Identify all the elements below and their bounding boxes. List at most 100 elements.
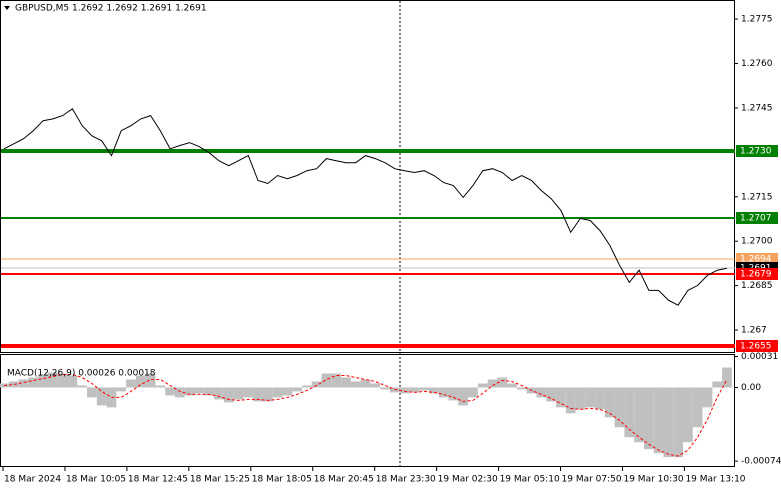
macd-bar xyxy=(438,387,449,398)
macd-bar xyxy=(223,387,234,403)
macd-bar xyxy=(399,387,410,394)
signal-line xyxy=(3,374,728,457)
level-label-box xyxy=(736,268,778,280)
x-tick-label: 19 Mar 05:10 xyxy=(500,475,560,485)
macd-bar xyxy=(614,387,625,428)
macd-bar xyxy=(214,387,224,400)
macd-bar xyxy=(282,387,293,396)
macd-bar xyxy=(673,387,684,458)
macd-bar xyxy=(497,377,508,388)
level-label-box xyxy=(736,340,778,352)
macd-bar xyxy=(47,372,58,388)
price-line xyxy=(3,108,728,306)
macd-bar xyxy=(604,387,615,418)
macd-bar xyxy=(272,387,283,398)
chart-title: GBPUSD,M5 1.2692 1.2692 1.2691 1.2691 xyxy=(15,4,207,14)
x-tick-label: 18 Mar 20:45 xyxy=(314,475,374,485)
price-panel-frame xyxy=(0,0,735,353)
level-label: 1.2694 xyxy=(740,255,772,265)
x-tick-label: 18 Mar 18:05 xyxy=(252,475,312,485)
macd-bar xyxy=(311,381,322,388)
macd-bar xyxy=(8,381,19,388)
macd-bar xyxy=(57,373,68,388)
x-tick-label: 19 Mar 02:30 xyxy=(438,475,498,485)
y-tick-label: 0.00031 xyxy=(741,352,778,362)
macd-bar xyxy=(712,381,723,388)
macd-bar xyxy=(301,385,312,388)
macd-bar xyxy=(233,387,244,400)
macd-panel-frame xyxy=(0,354,735,467)
x-tick-label: 19 Mar 13:10 xyxy=(685,475,745,485)
macd-bar xyxy=(350,381,361,388)
macd-bar xyxy=(702,387,713,408)
x-tick-label: 19 Mar 07:50 xyxy=(562,475,622,485)
y-tick-label: 1.2700 xyxy=(741,237,773,247)
macd-bar xyxy=(126,379,136,388)
y-tick-label: 1.2775 xyxy=(741,15,773,25)
y-tick-label: 1.2685 xyxy=(741,281,773,291)
macd-bar xyxy=(360,379,371,388)
menu-triangle xyxy=(4,6,10,10)
macd-bar xyxy=(184,387,195,396)
macd-bar xyxy=(135,375,146,388)
macd-bar xyxy=(663,387,674,458)
macd-bar xyxy=(116,387,127,392)
macd-bar xyxy=(565,387,576,414)
x-tick-label: 18 Mar 2024 xyxy=(4,475,61,485)
x-tick-label: 18 Mar 10:05 xyxy=(66,475,126,485)
macd-bar xyxy=(692,387,703,428)
macd-bar xyxy=(380,387,390,390)
x-tick-label: 19 Mar 10:30 xyxy=(623,475,683,485)
macd-bar xyxy=(18,379,29,388)
macd-bar xyxy=(28,377,39,388)
level-label: 1.2707 xyxy=(740,214,772,224)
macd-bar xyxy=(477,383,488,388)
macd-title: MACD(12,26,9) 0.00026 0.00018 xyxy=(7,369,156,379)
macd-bar xyxy=(204,387,215,396)
macd-bar xyxy=(194,387,205,394)
macd-bar xyxy=(321,373,332,388)
macd-bar xyxy=(419,387,430,391)
x-tick-label: 18 Mar 15:25 xyxy=(190,475,250,485)
y-tick-label: 1.267 xyxy=(741,326,767,336)
level-label: 1.2655 xyxy=(740,342,772,352)
macd-bar xyxy=(516,387,527,390)
macd-bar xyxy=(389,387,400,393)
macd-bar xyxy=(331,373,342,388)
macd-bar xyxy=(174,387,185,398)
x-tick-label: 18 Mar 23:30 xyxy=(376,475,436,485)
macd-bar xyxy=(624,387,635,438)
macd-bar xyxy=(409,387,420,393)
macd-bar xyxy=(585,387,596,408)
macd-bar xyxy=(653,387,664,454)
macd-bar xyxy=(87,387,97,398)
macd-bar xyxy=(67,375,78,388)
macd-bar xyxy=(38,374,48,388)
macd-bar xyxy=(429,387,439,394)
macd-bar xyxy=(292,387,302,392)
macd-bar xyxy=(643,387,654,450)
macd-bar xyxy=(448,387,459,401)
macd-bar xyxy=(683,387,693,443)
macd-bar xyxy=(243,387,254,398)
x-tick-label: 18 Mar 12:45 xyxy=(128,475,188,485)
macd-bar xyxy=(165,387,175,396)
macd-bar xyxy=(77,385,88,388)
macd-bar xyxy=(575,387,586,410)
macd-bar xyxy=(458,387,469,406)
level-label: 1.2730 xyxy=(740,147,772,157)
macd-bar xyxy=(546,387,557,402)
y-tick-label: 0.00 xyxy=(741,383,761,393)
y-tick-label: 1.2745 xyxy=(741,103,773,113)
macd-bar xyxy=(634,387,644,443)
macd-bar xyxy=(262,387,273,402)
y-tick-label: 1.2760 xyxy=(741,59,773,69)
level-label: 1.2679 xyxy=(740,270,772,280)
macd-bar xyxy=(487,379,498,388)
macd-bar xyxy=(341,377,351,388)
macd-bar xyxy=(96,387,107,406)
macd-bar xyxy=(253,387,263,402)
macd-bar xyxy=(155,385,166,388)
